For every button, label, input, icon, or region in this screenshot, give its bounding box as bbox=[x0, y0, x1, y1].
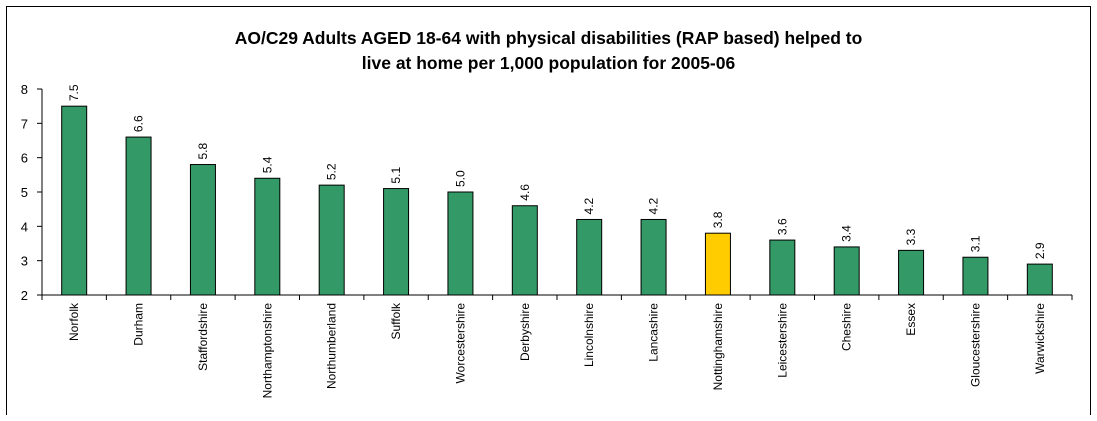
category-label: Warwickshire bbox=[1033, 303, 1047, 374]
data-label: 4.2 bbox=[647, 197, 661, 214]
category-label: Essex bbox=[904, 303, 918, 336]
category-label: Nottinghamshire bbox=[711, 303, 725, 391]
data-label: 4.2 bbox=[582, 197, 596, 214]
data-label: 2.9 bbox=[1033, 242, 1047, 259]
bar-warwickshire bbox=[1026, 263, 1053, 296]
bar-nottinghamshire bbox=[704, 232, 731, 296]
bar-gloucestershire bbox=[962, 256, 989, 296]
data-label: 7.5 bbox=[67, 84, 81, 101]
category-label: Lancashire bbox=[647, 303, 661, 362]
bar-leicestershire bbox=[769, 239, 796, 296]
category-label: Suffolk bbox=[389, 302, 403, 339]
chart-title: AO/C29 Adults AGED 18-64 with physical d… bbox=[0, 26, 1097, 76]
chart-frame bbox=[6, 6, 1091, 415]
data-label: 3.6 bbox=[775, 218, 789, 235]
category-label: Worcestershire bbox=[453, 303, 467, 384]
y-tick-label: 6 bbox=[21, 151, 28, 166]
bar-durham bbox=[125, 136, 152, 296]
data-label: 5.1 bbox=[389, 167, 403, 184]
bar-derbyshire bbox=[511, 205, 538, 296]
bar-northumberland bbox=[318, 184, 345, 296]
bar-lincolnshire bbox=[576, 218, 603, 296]
bar-northamptonshire bbox=[254, 177, 281, 296]
y-tick-label: 2 bbox=[21, 288, 28, 303]
y-tick-label: 8 bbox=[21, 82, 28, 97]
data-label: 5.8 bbox=[196, 143, 210, 160]
category-label: Northumberland bbox=[325, 303, 339, 389]
chart-title-line-1: AO/C29 Adults AGED 18-64 with physical d… bbox=[234, 28, 863, 48]
bar-norfolk bbox=[61, 105, 88, 296]
data-label: 4.6 bbox=[518, 184, 532, 201]
data-label: 3.1 bbox=[968, 235, 982, 252]
category-label: Derbyshire bbox=[518, 303, 532, 361]
data-label: 3.8 bbox=[711, 211, 725, 228]
data-label: 3.3 bbox=[904, 228, 918, 245]
y-tick-label: 3 bbox=[21, 254, 28, 269]
category-label: Cheshire bbox=[840, 303, 854, 351]
category-label: Norfolk bbox=[67, 302, 81, 341]
bar-essex bbox=[898, 249, 925, 296]
data-label: 3.4 bbox=[840, 225, 854, 242]
y-tick-label: 5 bbox=[21, 185, 28, 200]
category-label: Staffordshire bbox=[196, 303, 210, 371]
category-label: Gloucestershire bbox=[968, 303, 982, 387]
category-label: Lincolnshire bbox=[582, 303, 596, 367]
bar-worcestershire bbox=[447, 191, 474, 296]
bar-suffolk bbox=[383, 188, 410, 296]
category-label: Durham bbox=[132, 303, 146, 346]
data-label: 5.0 bbox=[453, 170, 467, 187]
y-tick-label: 4 bbox=[21, 219, 28, 234]
bar-staffordshire bbox=[189, 164, 216, 296]
data-label: 5.2 bbox=[325, 163, 339, 180]
data-label: 6.6 bbox=[132, 115, 146, 132]
chart-title-line-2: live at home per 1,000 population for 20… bbox=[361, 53, 736, 73]
category-label: Leicestershire bbox=[775, 303, 789, 378]
bar-cheshire bbox=[833, 246, 860, 296]
bar-lancashire bbox=[640, 218, 667, 296]
y-tick-label: 7 bbox=[21, 116, 28, 131]
data-label: 5.4 bbox=[260, 156, 274, 173]
category-label: Northamptonshire bbox=[260, 303, 274, 399]
